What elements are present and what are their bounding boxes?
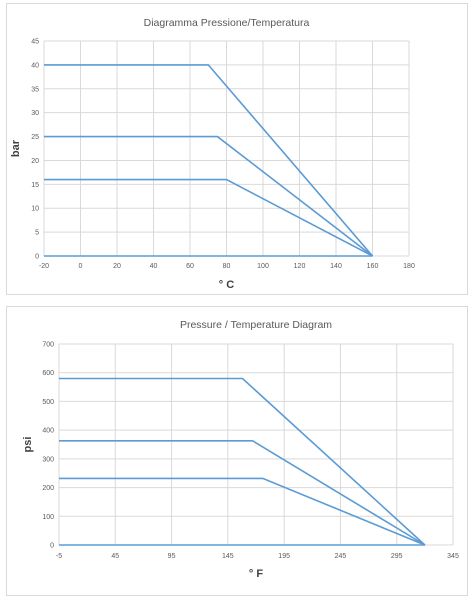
y-tick-label: 5 [35,230,39,237]
y-tick-label: 700 [42,342,54,349]
x-axis-label: ° F [249,568,263,580]
x-tick-label: 60 [186,263,194,270]
chart-fahrenheit: Pressure / Temperature Diagram -5 45 95 145 1… [22,319,459,580]
x-tick-label: 345 [447,553,459,560]
x-tick-label: 180 [403,263,415,270]
y-tick-label: 20 [31,158,39,165]
x-tick-label: 160 [367,263,379,270]
x-tick-label: -5 [56,553,62,560]
series-line-3 [44,178,373,257]
tick-labels: -20 0 20 40 60 80 100 120 140 160 1800510152025303… [31,39,415,271]
x-tick-label: 145 [222,553,234,560]
y-tick-label: 25 [31,134,39,141]
series-line-1 [44,64,374,257]
series-group [59,377,426,546]
y-axis-label: bar [10,139,22,157]
y-tick-label: 200 [42,485,54,492]
y-tick-label: 0 [35,254,39,261]
x-tick-label: 20 [113,263,121,270]
x-tick-label: 95 [168,553,176,560]
y-tick-label: 30 [31,110,39,117]
y-tick-label: 45 [31,39,39,46]
y-tick-label: 600 [42,370,54,377]
series-line-3 [59,477,426,546]
x-tick-label: -20 [39,263,49,270]
y-tick-label: 100 [42,514,54,521]
series-line-2 [59,440,426,546]
chart-panel-celsius: Diagramma Pressione/Temperatura -20 0 20 40 6… [6,3,468,295]
x-tick-label: 120 [294,263,306,270]
x-tick-label: 100 [257,263,269,270]
chart-celsius: Diagramma Pressione/Temperatura-20 0 20 40 6… [10,17,415,291]
x-tick-label: 80 [223,263,231,270]
x-tick-label: 40 [150,263,158,270]
x-tick-label: 195 [278,553,290,560]
chart-title: Pressure / Temperature Diagram [180,319,332,331]
y-tick-label: 10 [31,206,39,213]
chart-title: Diagramma Pressione/Temperatura [144,17,310,29]
series-line-1 [59,377,426,546]
x-tick-label: 45 [111,553,119,560]
x-tick-label: 245 [335,553,347,560]
y-tick-label: 35 [31,86,39,93]
chart-panel-fahrenheit: Pressure / Temperature Diagram -5 45 95 145 1… [6,306,468,596]
gridlines [43,40,410,257]
y-axis-label: psi [22,437,34,453]
y-tick-label: 300 [42,456,54,463]
x-tick-label: 0 [79,263,83,270]
y-tick-label: 40 [31,62,39,69]
y-tick-label: 500 [42,399,54,406]
x-axis-label: ° C [219,279,234,291]
y-tick-label: 0 [50,543,54,550]
y-tick-label: 15 [31,182,39,189]
y-tick-label: 400 [42,428,54,435]
x-tick-label: 140 [330,263,342,270]
gridlines [58,343,454,546]
tick-labels: -5 45 95 145 195 245 295 345 0 100 200 300 400 500 600… [42,342,459,561]
series-line-2 [44,135,373,257]
x-tick-label: 295 [391,553,403,560]
series-group [44,64,374,257]
